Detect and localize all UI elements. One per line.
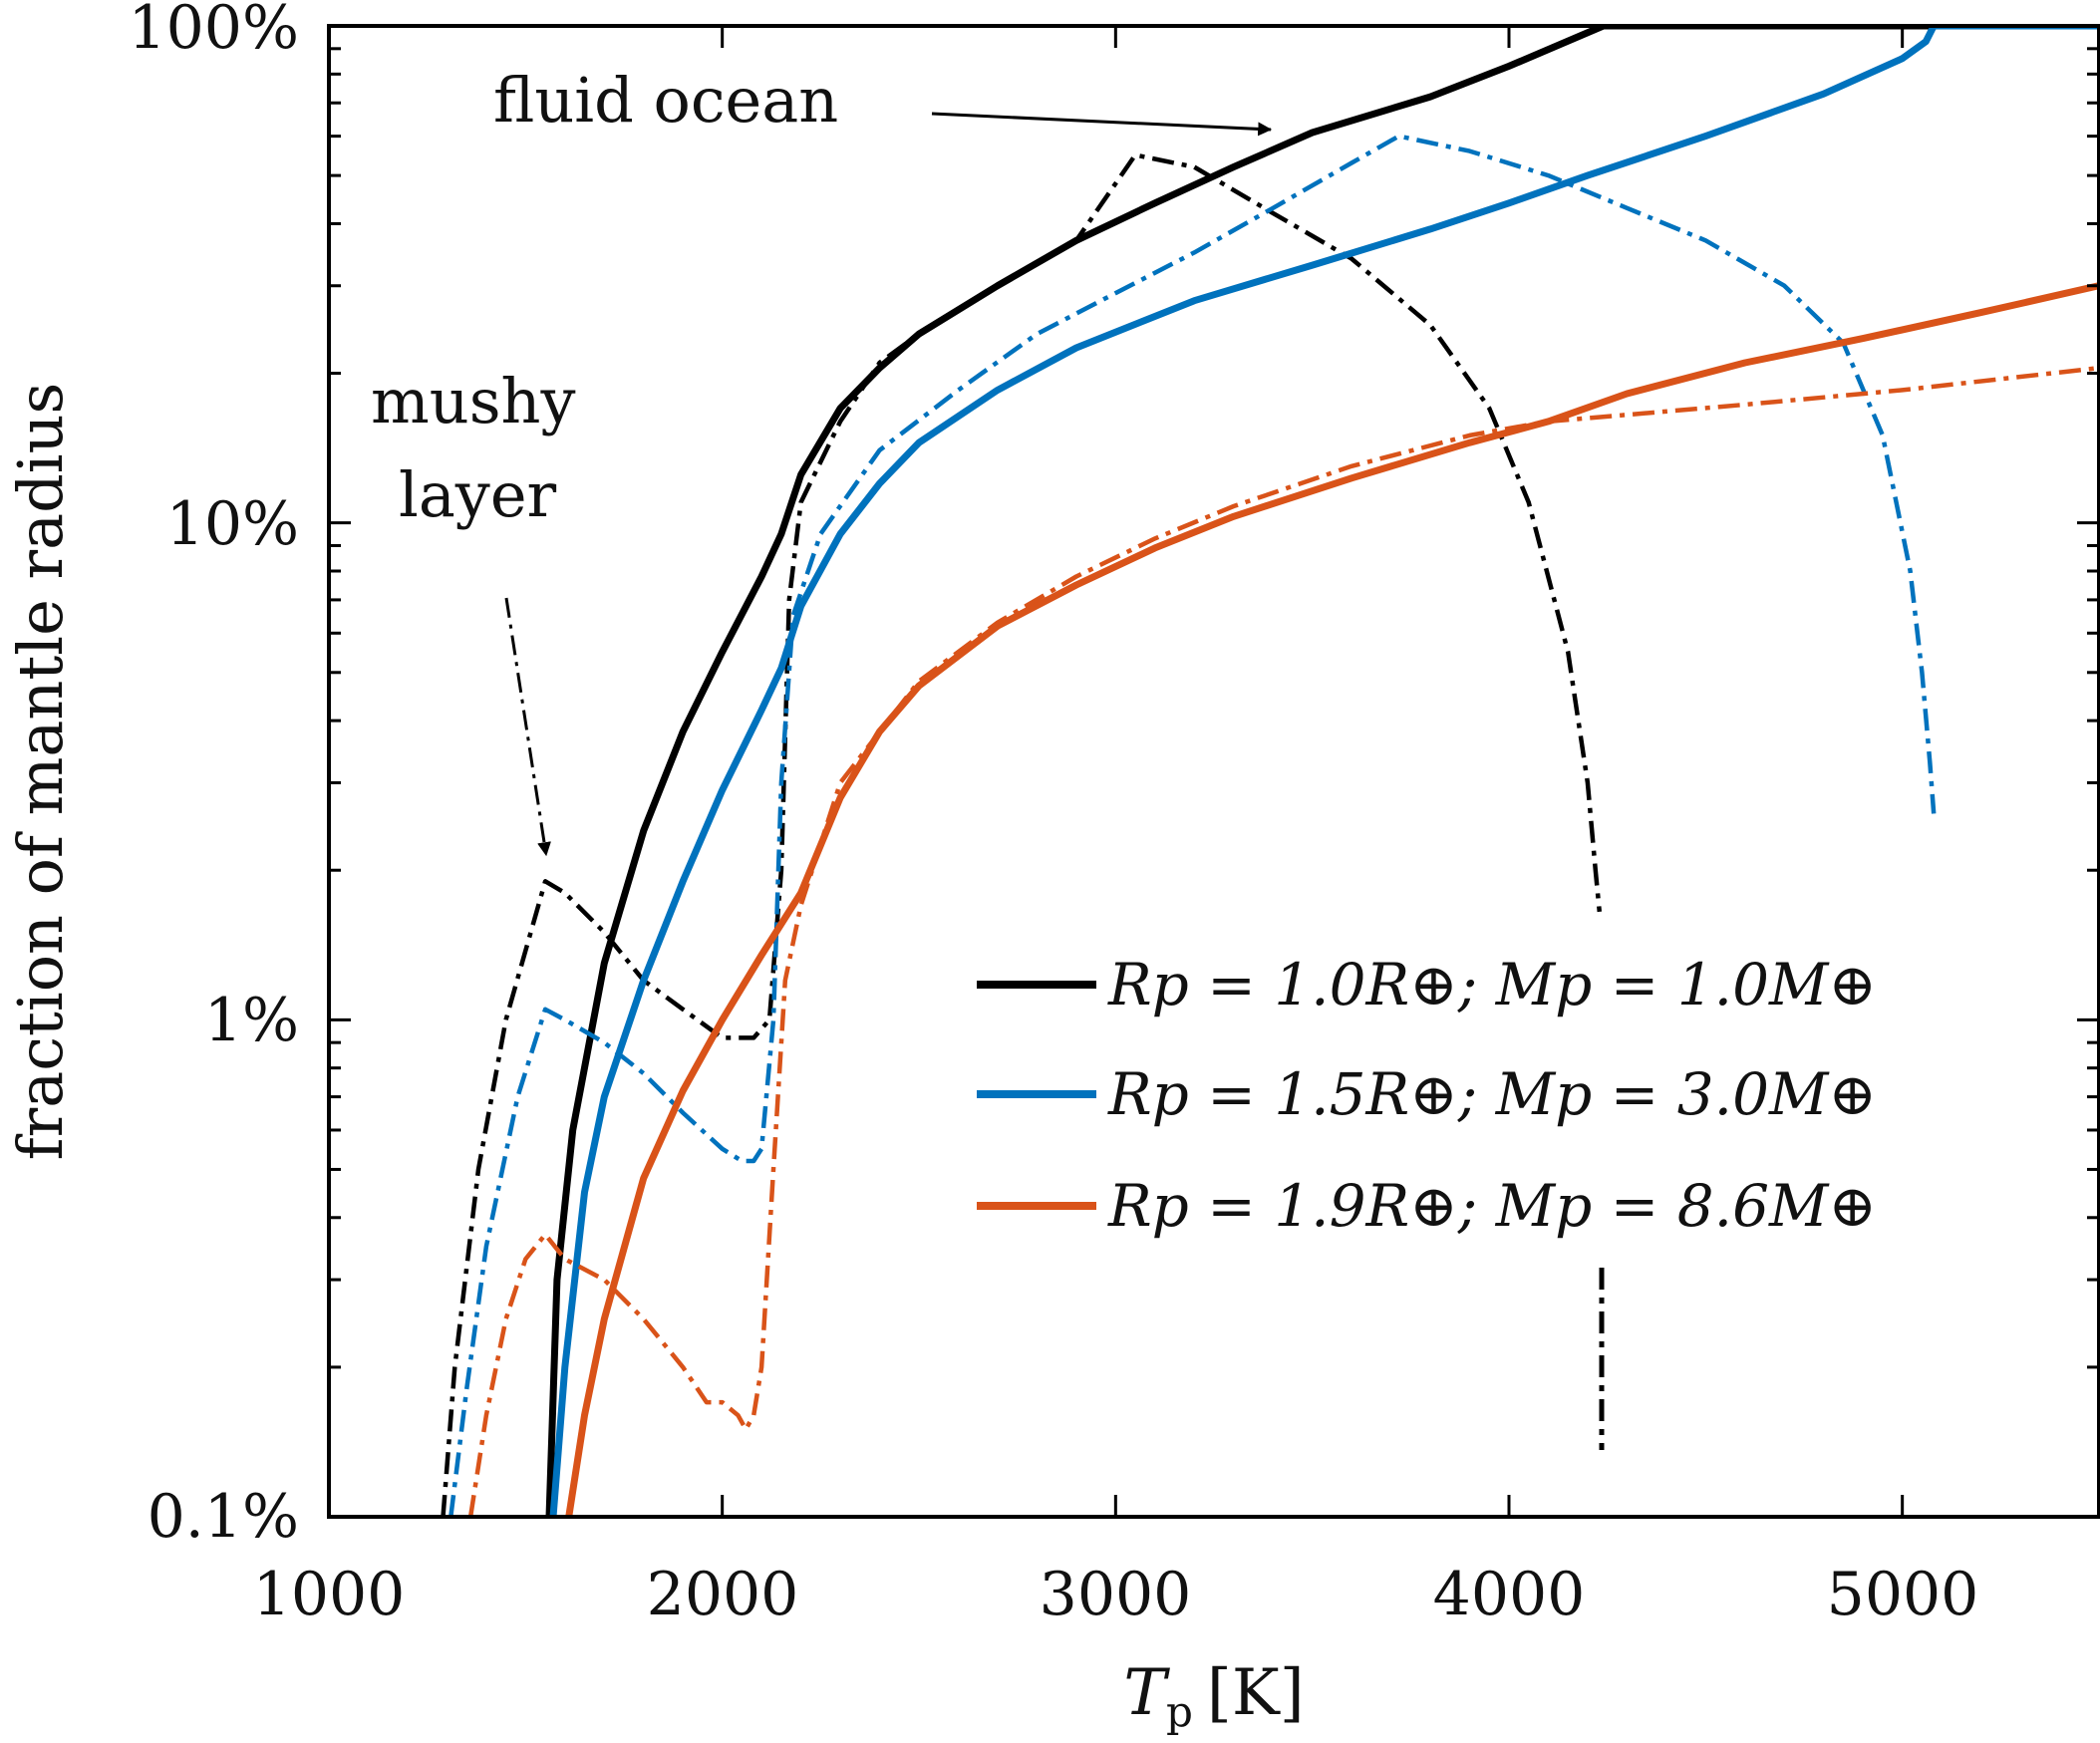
x-axis-title-subscript: p xyxy=(1166,1687,1193,1736)
series-line-2 xyxy=(549,26,2099,1517)
legend-label-series-4: Rp = 1.9R⊕; Mp = 8.6M⊕ xyxy=(1107,1172,1877,1240)
y-axis-title: fraction of mantle radius xyxy=(4,383,77,1161)
y-tick-label-1: 1% xyxy=(204,986,299,1055)
x-tick-label-0: 1000 xyxy=(253,1560,406,1629)
x-tick-label-2: 3000 xyxy=(1040,1560,1192,1629)
annotation-fluid-ocean: fluid ocean xyxy=(493,64,1273,137)
series-line-3 xyxy=(449,134,1937,1517)
annotation-mushy-layer-line-1: mushy xyxy=(371,365,576,437)
ticks-layer xyxy=(327,24,2099,1519)
legend-label-series-2: Rp = 1.5R⊕; Mp = 3.0M⊕ xyxy=(1107,1060,1877,1128)
annotation-fluid-ocean-arrow xyxy=(931,112,1273,137)
y-tick-label-2: 10% xyxy=(166,489,299,559)
x-tick-labels: 1000 2000 3000 4000 5000 xyxy=(253,1560,1979,1629)
x-tick-label-3: 4000 xyxy=(1433,1560,1586,1629)
series-line-5 xyxy=(467,365,2099,1517)
series-line-1 xyxy=(441,152,1603,1517)
annotation-mushy-layer: mushy layer xyxy=(371,365,576,857)
y-tick-labels: 0.1% 1% 10% 100% xyxy=(128,0,299,1552)
legend-label-series-0: Rp = 1.0R⊕; Mp = 1.0M⊕ xyxy=(1107,951,1877,1018)
x-tick-label-1: 2000 xyxy=(647,1560,799,1629)
x-axis-title: Tp [K] xyxy=(1123,1656,1304,1736)
y-tick-label-3: 100% xyxy=(128,0,299,63)
annotation-mushy-layer-arrow xyxy=(504,597,551,857)
annotation-mushy-layer-line-2: layer xyxy=(399,458,557,531)
legend: Rp = 1.0R⊕; Mp = 1.0M⊕ Rp = 1.5R⊕; Mp = … xyxy=(977,951,1877,1240)
y-tick-label-0: 0.1% xyxy=(148,1482,299,1552)
x-axis-title-unit: [K] xyxy=(1207,1656,1305,1730)
series-layer xyxy=(441,26,2099,1517)
series-line-4 xyxy=(565,282,2099,1517)
x-tick-label-4: 5000 xyxy=(1827,1560,1979,1629)
plot-frame xyxy=(327,24,2100,1519)
annotation-fluid-ocean-text: fluid ocean xyxy=(493,64,838,137)
x-axis-title-symbol: T xyxy=(1123,1656,1170,1730)
